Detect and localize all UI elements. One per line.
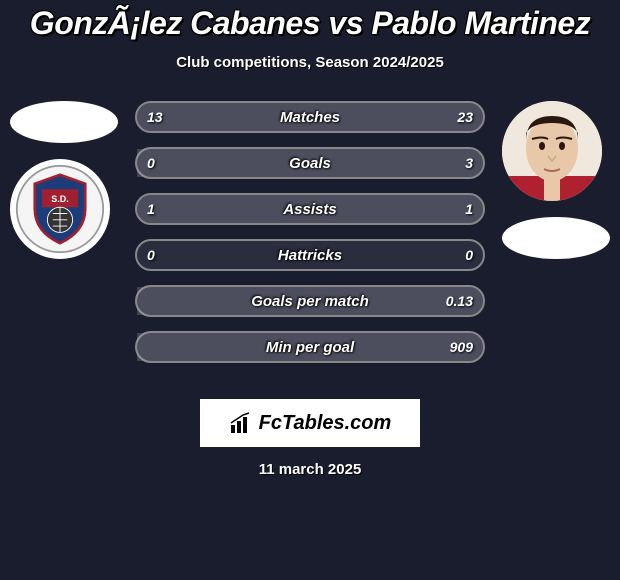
stat-label: Matches xyxy=(280,109,340,126)
stat-value-left: 1 xyxy=(147,201,155,217)
svg-text:S.D.: S.D. xyxy=(51,194,69,204)
stat-value-right: 23 xyxy=(457,109,473,125)
stat-label: Assists xyxy=(283,201,336,218)
stats-wrapper: S.D. xyxy=(0,101,620,381)
stat-value-right: 0 xyxy=(465,247,473,263)
stat-bar: Goals per match 0.13 xyxy=(135,285,485,317)
right-player-photo xyxy=(502,101,602,201)
right-player-column xyxy=(502,101,610,259)
chart-icon xyxy=(229,411,253,435)
stat-value-right: 909 xyxy=(450,339,473,355)
stat-bars: 13 Matches 23 0 Goals 3 1 Assists 1 0 Hattricks 0 Go… xyxy=(135,101,485,363)
left-club-badge: S.D. xyxy=(10,159,110,259)
stat-value-left: 0 xyxy=(147,155,155,171)
stat-bar: 0 Hattricks 0 xyxy=(135,239,485,271)
comparison-card: GonzÃ¡lez Cabanes vs Pablo Martinez Club… xyxy=(0,0,620,478)
page-subtitle: Club competitions, Season 2024/2025 xyxy=(0,54,620,71)
stat-label: Min per goal xyxy=(266,339,354,356)
date-label: 11 march 2025 xyxy=(0,461,620,478)
stat-value-left: 13 xyxy=(147,109,163,125)
stat-value-right: 0.13 xyxy=(446,293,473,309)
player-face-icon xyxy=(502,101,602,201)
brand-box[interactable]: FcTables.com xyxy=(200,399,420,447)
left-player-name-oval xyxy=(10,101,118,143)
stat-bar: Min per goal 909 xyxy=(135,331,485,363)
stat-value-left: 0 xyxy=(147,247,155,263)
stat-bar: 1 Assists 1 xyxy=(135,193,485,225)
stat-value-right: 3 xyxy=(465,155,473,171)
left-player-column: S.D. xyxy=(10,101,118,259)
right-player-name-oval xyxy=(502,217,610,259)
stat-bar: 0 Goals 3 xyxy=(135,147,485,179)
stat-label: Hattricks xyxy=(278,247,342,264)
brand-text: FcTables.com xyxy=(259,412,392,435)
page-title: GonzÃ¡lez Cabanes vs Pablo Martinez xyxy=(0,5,620,42)
stat-bar: 13 Matches 23 xyxy=(135,101,485,133)
stat-label: Goals xyxy=(289,155,331,172)
stat-value-right: 1 xyxy=(465,201,473,217)
stat-label: Goals per match xyxy=(251,293,369,310)
huesca-badge-icon: S.D. xyxy=(15,164,105,254)
